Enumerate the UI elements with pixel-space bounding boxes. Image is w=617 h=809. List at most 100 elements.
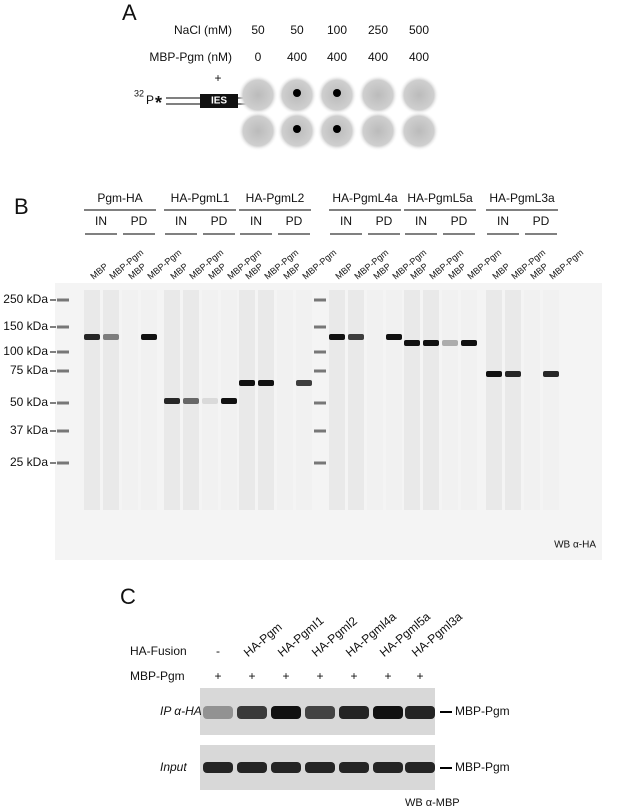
blot-band: [271, 762, 301, 773]
spot-core: [333, 125, 341, 133]
band: [442, 340, 458, 346]
star: *: [155, 93, 162, 113]
lane-smear: [505, 290, 521, 510]
ladder-band: [314, 461, 326, 465]
ladder-band: [314, 325, 326, 329]
lane-smear: [141, 290, 157, 510]
band: [505, 371, 521, 377]
row-value: 100: [327, 23, 347, 37]
element: P: [146, 93, 154, 107]
plus: +: [316, 669, 323, 683]
row-value: 0: [255, 50, 262, 64]
plus: +: [416, 669, 423, 683]
lane-label: MBP: [88, 261, 109, 281]
group-name: HA-PgmL3a: [489, 191, 555, 205]
spot-core: [293, 89, 301, 97]
lane-smear: [423, 290, 439, 510]
ies: IES: [211, 96, 227, 107]
ladder-band: [57, 325, 69, 329]
panel-label: B: [14, 194, 29, 219]
sub-label: IN: [95, 214, 107, 228]
row-value: 50: [290, 23, 304, 37]
lane-smear: [367, 290, 383, 510]
row-label: NaCl (mM): [174, 23, 232, 37]
lane-smear: [239, 290, 255, 510]
sub-label: PD: [131, 214, 148, 228]
band: [103, 334, 119, 340]
lane-smear: [103, 290, 119, 510]
sub-label: IN: [250, 214, 262, 228]
sub-label: PD: [376, 214, 393, 228]
spot: [238, 111, 278, 151]
plus: +: [248, 669, 255, 683]
row-value: 400: [368, 50, 388, 64]
ladder-band: [314, 401, 326, 405]
sub-label: PD: [533, 214, 550, 228]
panel-label: A: [122, 0, 137, 25]
spot-core: [293, 125, 301, 133]
row-value: 500: [409, 23, 429, 37]
sub-label: PD: [286, 214, 303, 228]
row-value: 400: [409, 50, 429, 64]
row-value: 250: [368, 23, 388, 37]
blot-band: [305, 706, 335, 719]
blot-band: [405, 706, 435, 719]
band: [404, 340, 420, 346]
spot-core: [333, 89, 341, 97]
ladder-band: [314, 369, 326, 373]
marker-label: 150 kDa: [3, 319, 48, 333]
band: [84, 334, 100, 340]
band: [141, 334, 157, 340]
lane-smear: [329, 290, 345, 510]
ladder-band: [57, 298, 69, 302]
lane-smear: [524, 290, 540, 510]
blot-band: [237, 706, 267, 719]
plus: +: [214, 669, 221, 683]
blot-band: [203, 762, 233, 773]
sub-label: IN: [340, 214, 352, 228]
row-value: 400: [287, 50, 307, 64]
row-label: MBP-Pgm (nM): [149, 50, 232, 64]
group-name: HA-PgmL2: [246, 191, 305, 205]
ladder-band: [57, 401, 69, 405]
sub-label: IN: [415, 214, 427, 228]
plus: +: [350, 669, 357, 683]
sub-label: PD: [211, 214, 228, 228]
ladder-band: [57, 369, 69, 373]
lane-label: MBP-Pgm: [547, 247, 585, 281]
lane-label: MBP: [333, 261, 354, 281]
footer: WB α-MBP: [405, 797, 460, 809]
sub-label: IN: [497, 214, 509, 228]
row-value: 50: [251, 23, 265, 37]
band: [386, 334, 402, 340]
marker-label: 100 kDa: [3, 344, 48, 358]
band-label: MBP-Pgm: [455, 704, 510, 718]
marker-label: 25 kDa: [10, 455, 48, 469]
band: [258, 380, 274, 386]
ladder-band: [57, 350, 69, 354]
band: [423, 340, 439, 346]
marker-label: 37 kDa: [10, 423, 48, 437]
lane-smear: [461, 290, 477, 510]
lane-smear: [348, 290, 364, 510]
lane-smear: [404, 290, 420, 510]
blot-band: [271, 706, 301, 719]
panel-label: C: [120, 584, 136, 609]
lane-label: MBP: [490, 261, 511, 281]
blot-band: [405, 762, 435, 773]
blot-label: Input: [160, 760, 187, 774]
band: [183, 398, 199, 404]
marker-label: 75 kDa: [10, 363, 48, 377]
spot: [399, 75, 439, 115]
lane-smear: [84, 290, 100, 510]
ladder-band: [57, 429, 69, 433]
lane-smear: [543, 290, 559, 510]
lane-smear: [258, 290, 274, 510]
lane-smear: [277, 290, 293, 510]
plus: +: [282, 669, 289, 683]
blot-band: [237, 762, 267, 773]
ladder-band: [314, 429, 326, 433]
blot-band: [373, 706, 403, 719]
band: [461, 340, 477, 346]
